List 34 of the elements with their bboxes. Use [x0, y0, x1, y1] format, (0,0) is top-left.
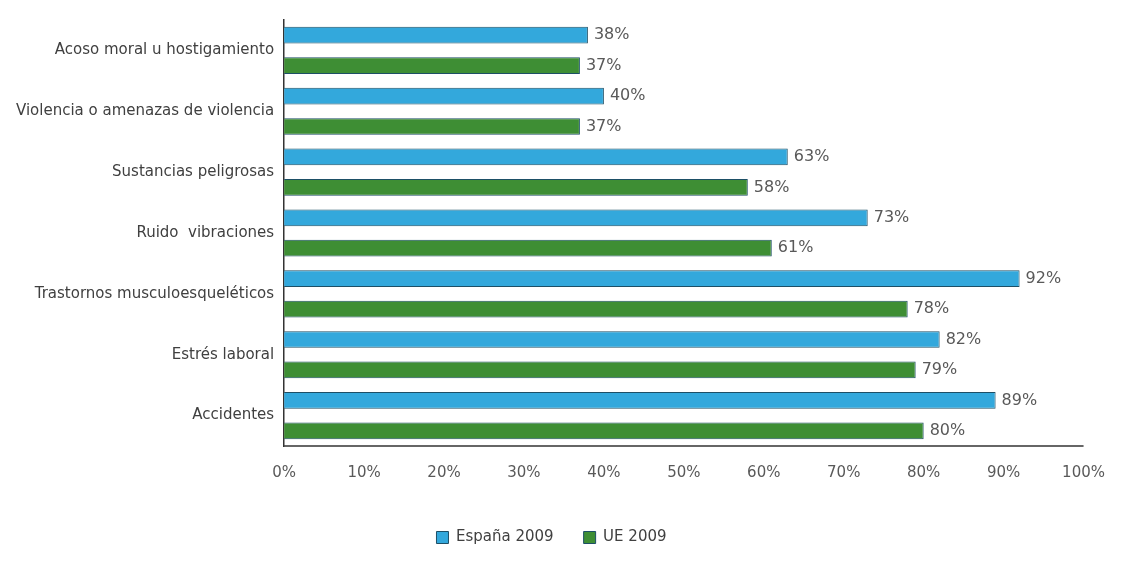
legend-label: España 2009 — [455, 527, 554, 546]
x-tick-label: 90% — [986, 462, 1021, 481]
data-label: 80% — [929, 419, 966, 439]
y-tick-label: Accidentes — [192, 405, 275, 424]
data-label: 37% — [585, 54, 622, 74]
y-tick-label: Sustancias peligrosas — [112, 162, 275, 181]
y-tick-label: Acoso moral u hostigamiento — [54, 40, 275, 59]
x-tick-label: 50% — [667, 462, 701, 481]
data-label: 37% — [585, 115, 622, 135]
data-label: 73% — [873, 206, 910, 226]
y-tick-label: Ruido vibraciones — [136, 222, 275, 241]
data-label: 89% — [1001, 389, 1038, 409]
data-label: 38% — [593, 24, 630, 44]
x-tick-label: 40% — [587, 462, 621, 481]
x-tick-label: 20% — [427, 462, 461, 481]
data-label: 63% — [793, 146, 830, 166]
data-label: 79% — [921, 359, 958, 379]
legend-label: UE 2009 — [603, 527, 667, 546]
data-label: 78% — [913, 298, 950, 318]
data-label: 58% — [753, 176, 790, 196]
y-tick-label: Violencia o amenazas de violencia — [15, 101, 275, 120]
x-tick-label: 100% — [1062, 462, 1105, 481]
data-label: 82% — [945, 328, 982, 348]
y-tick-label: Trastornos musculoesqueléticos — [33, 283, 275, 302]
y-tick-label: Estrés laboral — [171, 344, 275, 363]
data-label: 40% — [609, 85, 646, 105]
x-tick-label: 70% — [827, 462, 861, 481]
x-tick-label: 60% — [747, 462, 781, 481]
x-tick-label: 30% — [507, 462, 541, 481]
x-tick-label: 10% — [347, 462, 381, 481]
x-tick-label: 0% — [272, 462, 297, 481]
x-tick-label: 80% — [907, 462, 941, 481]
data-label: 92% — [1025, 267, 1062, 287]
data-label: 61% — [777, 237, 814, 257]
